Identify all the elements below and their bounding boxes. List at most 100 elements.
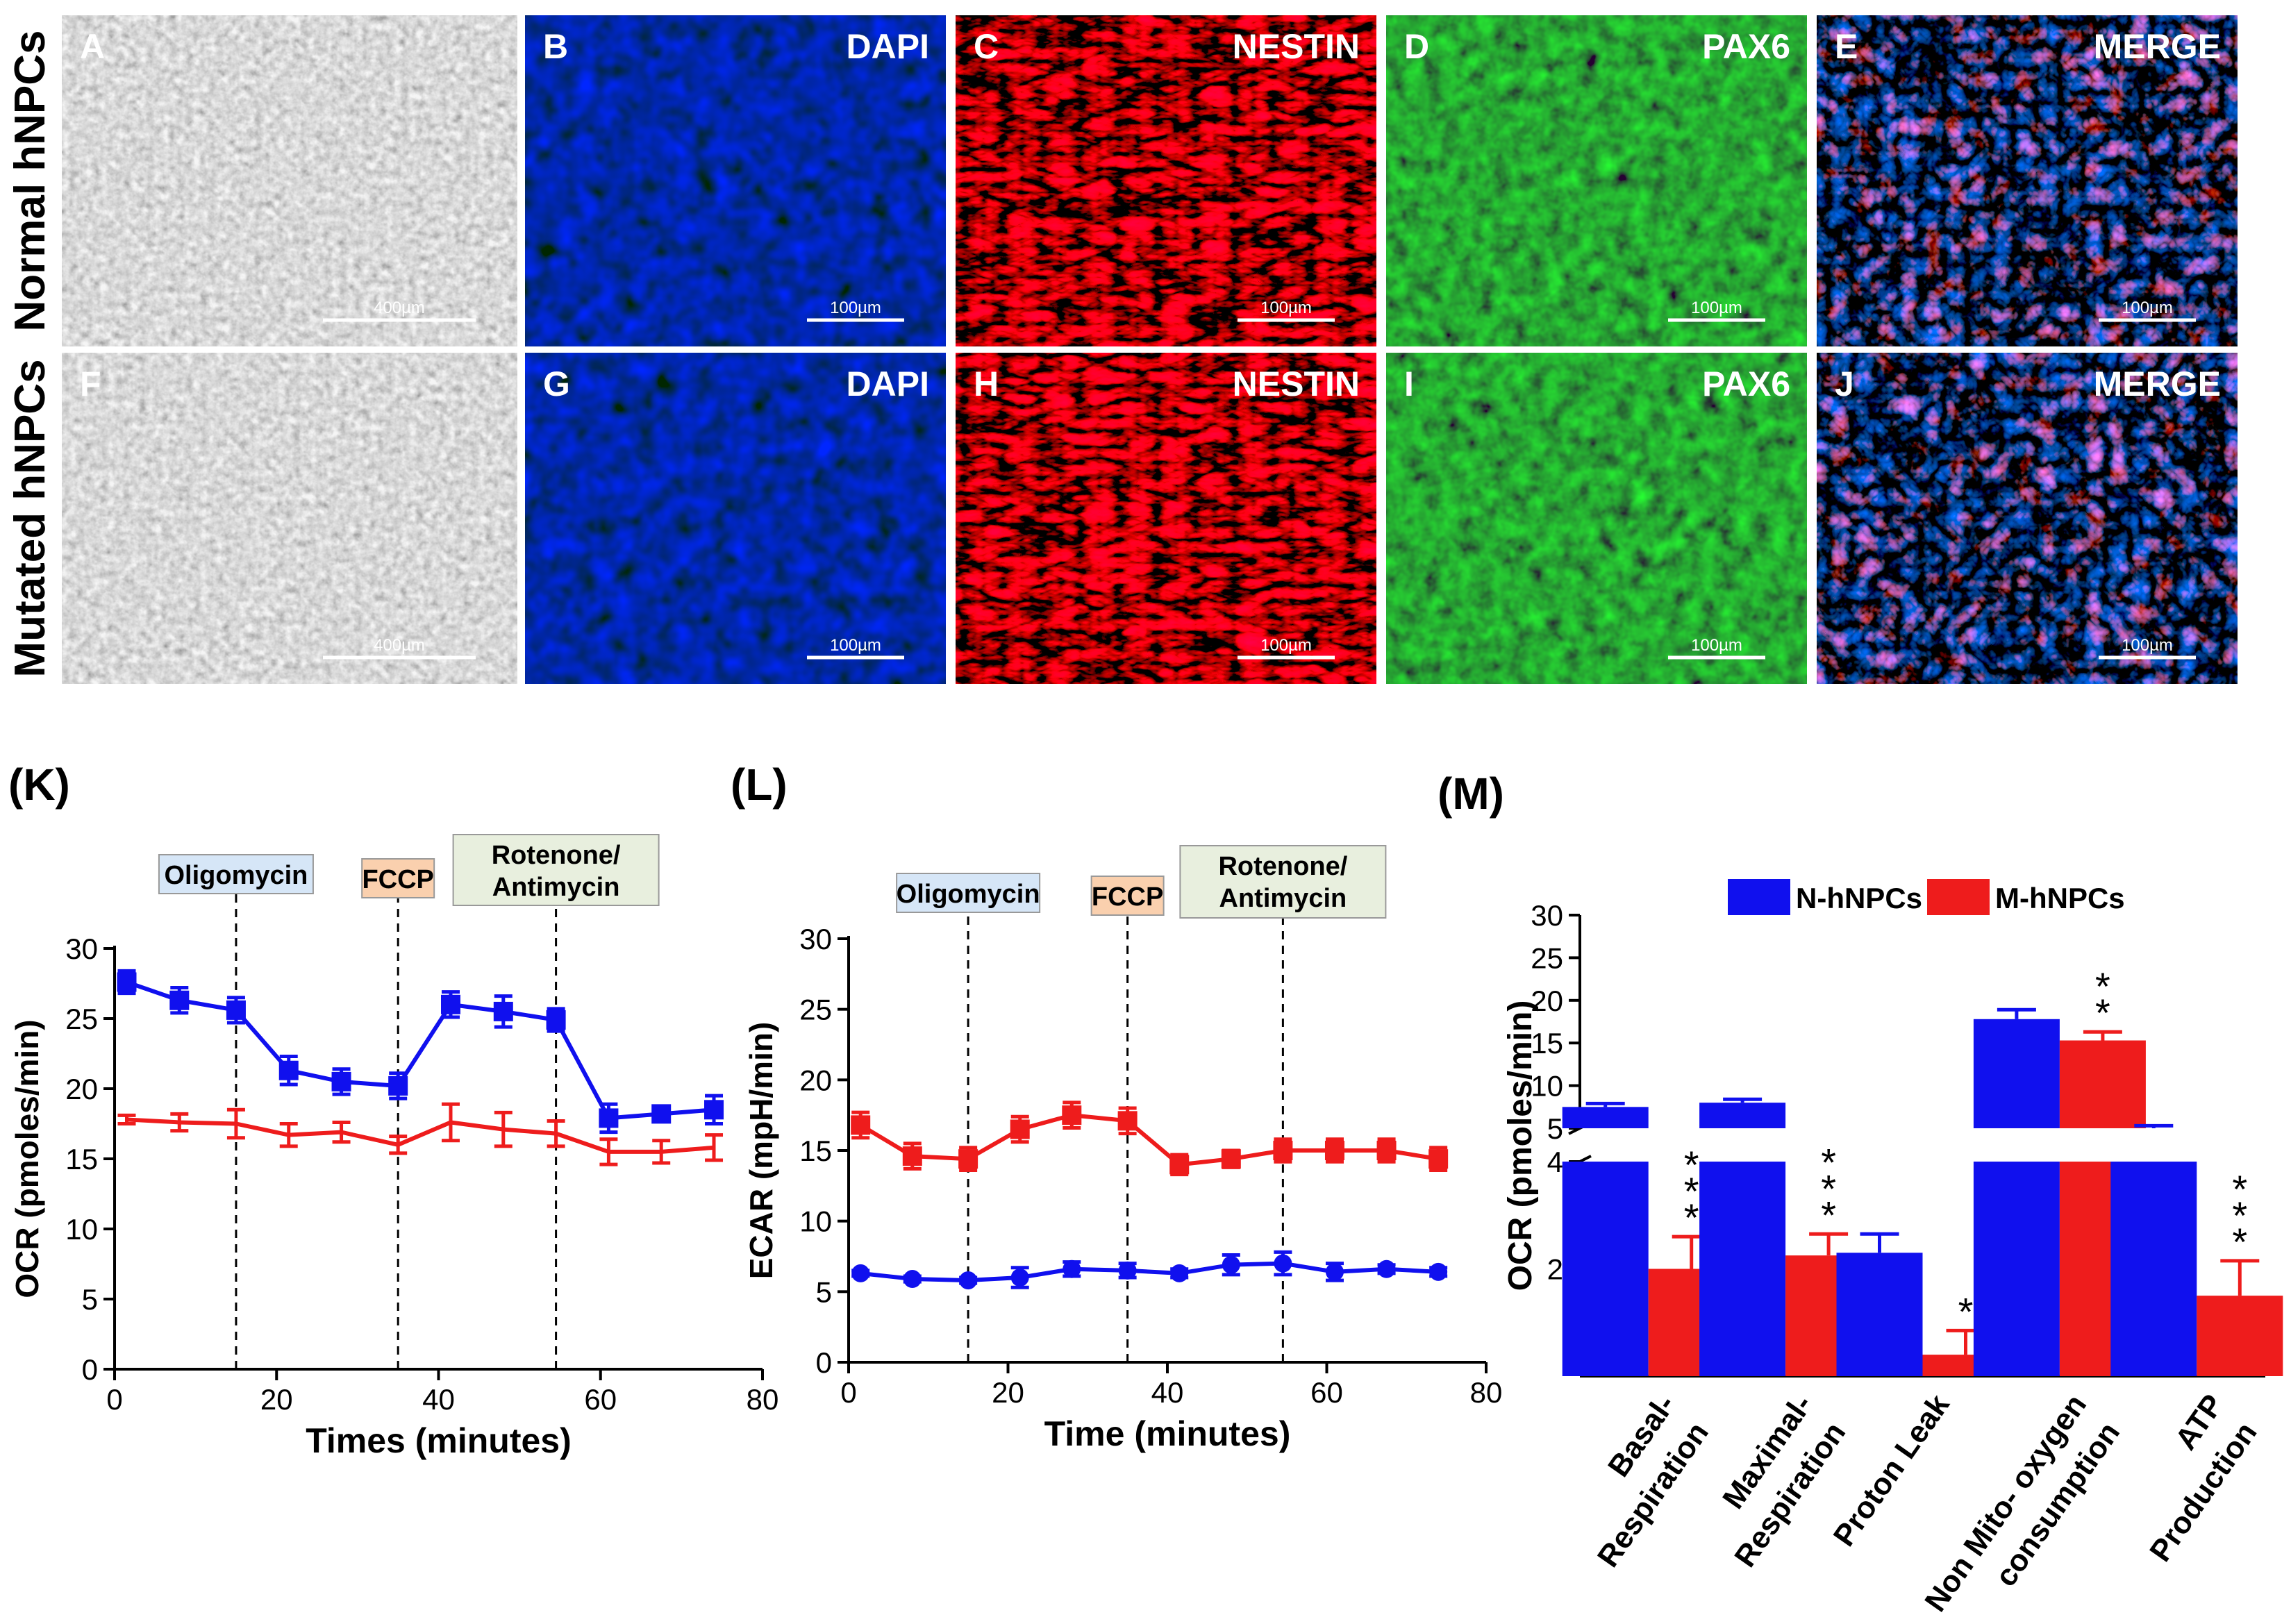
micrograph-panel-e: E MERGE 100µm — [1817, 15, 2238, 346]
data-point — [1324, 1141, 1344, 1160]
scale-bar-label: 100µm — [1691, 299, 1742, 317]
x-tick-label: 80 — [747, 1383, 779, 1416]
panel-title: DAPI — [847, 27, 929, 66]
row-label-normal: Normal hNPCs — [6, 30, 54, 331]
micrograph-panel-b: B DAPI 100µm — [525, 15, 946, 346]
data-point — [331, 1071, 351, 1091]
series-line — [126, 1117, 715, 1154]
scale-bar-label: 100µm — [1260, 636, 1312, 655]
injection-box — [452, 834, 660, 906]
panel-image-pax6 — [1386, 353, 1807, 684]
injection-label: Rotenone/ — [1218, 852, 1347, 881]
y-tick-label: 20 — [799, 1064, 832, 1096]
panel-label: (M) — [1438, 769, 1504, 819]
series-n-hnpcs — [117, 969, 724, 1135]
micrograph-grid: Normal hNPCs Mutated hNPCs A 400µm B DAPI 100µ… — [6, 15, 2238, 684]
bar-m-hnpcs — [2197, 1259, 2283, 1376]
series-m-hnpcs — [117, 1102, 724, 1166]
bar-n-hnpcs — [1699, 1097, 1786, 1376]
data-point — [1118, 1261, 1137, 1280]
panel-letter: D — [1404, 27, 1429, 66]
panel-image-phase — [62, 353, 517, 684]
category-label: Proton Leak — [1827, 1388, 1956, 1552]
scale-bar-label: 100µm — [2122, 636, 2173, 655]
panel-title: MERGE — [2094, 365, 2221, 403]
bar-n-hnpcs — [1973, 1007, 2060, 1376]
significance-star: * — [2095, 991, 2110, 1035]
panel-image-phase — [62, 15, 517, 346]
data-point — [1273, 1141, 1293, 1160]
significance-star: * — [2232, 1167, 2247, 1211]
panel-image-pax6 — [1386, 15, 1807, 346]
data-point — [1325, 1262, 1344, 1281]
panel-letter: H — [974, 365, 999, 403]
injection-label: Antimycin — [1219, 884, 1347, 913]
legend: N-hNPCs M-hNPCs — [1728, 879, 2125, 915]
data-point — [546, 1010, 566, 1030]
data-point — [169, 990, 190, 1010]
y-tick-label: 30 — [65, 932, 98, 965]
data-point — [1169, 1155, 1190, 1175]
micrograph-panel-j: J MERGE 100µm — [1817, 353, 2238, 684]
injection-label: Oligomycin — [164, 861, 308, 890]
panel-image-dapi — [525, 15, 946, 346]
data-point — [226, 1000, 246, 1020]
data-point — [1170, 1264, 1189, 1282]
data-point — [1063, 1259, 1081, 1278]
panel-title: PAX6 — [1702, 365, 1790, 403]
y-tick-label: 0 — [816, 1346, 832, 1379]
panel-image-merge — [1817, 353, 2238, 684]
x-tick-label: 60 — [584, 1383, 617, 1416]
x-axis-title: Time (minutes) — [1044, 1414, 1291, 1453]
bar-lower-segment — [2110, 1162, 2197, 1376]
data-point — [903, 1270, 922, 1289]
panel-letter: I — [1404, 365, 1414, 403]
y-axis-title: OCR (pmoles/min) — [1502, 1001, 1539, 1291]
y-tick-label: 4 — [1547, 1146, 1563, 1178]
significance-star: * — [1684, 1169, 1699, 1213]
micrograph-panel-f: F 400µm — [62, 353, 517, 684]
data-point — [651, 1104, 672, 1124]
x-tick-label: 60 — [1310, 1376, 1343, 1409]
x-tick-label: 0 — [840, 1376, 856, 1409]
y-tick-label: 10 — [799, 1205, 832, 1238]
x-tick-label: 20 — [260, 1383, 293, 1416]
significance-star: * — [1821, 1140, 1836, 1184]
bar — [1836, 1253, 1923, 1376]
scale-bar-label: 100µm — [2122, 299, 2173, 317]
y-axis-title: OCR (pmoles/min) — [9, 1019, 45, 1298]
data-point — [958, 1149, 978, 1169]
data-point — [1429, 1262, 1448, 1281]
data-point — [1376, 1141, 1397, 1160]
micrograph-panel-c: C NESTIN 100µm — [956, 15, 1376, 346]
data-point — [959, 1271, 978, 1290]
bar-upper-segment — [1562, 1107, 1649, 1128]
data-point — [493, 1001, 513, 1021]
micrograph-panel-a: A 400µm — [62, 15, 517, 346]
series-line — [859, 1113, 1439, 1167]
panel-title: NESTIN — [1233, 27, 1360, 66]
data-point — [1428, 1149, 1449, 1169]
injection-box — [896, 873, 1041, 913]
bar — [2197, 1296, 2283, 1376]
legend-swatch-n-hnpcs — [1728, 879, 1790, 915]
y-tick-label: 15 — [65, 1143, 98, 1175]
significance-star: * — [2095, 964, 2110, 1008]
y-tick-label: 2 — [1547, 1253, 1563, 1286]
y-tick-label: 25 — [65, 1003, 98, 1035]
data-point — [440, 994, 460, 1014]
significance-star: * — [1821, 1193, 1836, 1237]
data-point — [278, 1060, 299, 1080]
data-point — [902, 1146, 922, 1166]
panel-letter: C — [974, 27, 999, 66]
injection-label: FCCP — [1092, 882, 1163, 912]
data-point — [1221, 1149, 1241, 1169]
injection-label: Rotenone/ — [492, 841, 621, 870]
panel-letter: J — [1835, 365, 1854, 403]
bar-upper-segment — [2059, 1040, 2146, 1128]
y-tick-label: 10 — [65, 1213, 98, 1246]
y-tick-label: 25 — [799, 994, 832, 1026]
scale-bar-label: 100µm — [1260, 299, 1312, 317]
data-point — [1010, 1119, 1030, 1139]
